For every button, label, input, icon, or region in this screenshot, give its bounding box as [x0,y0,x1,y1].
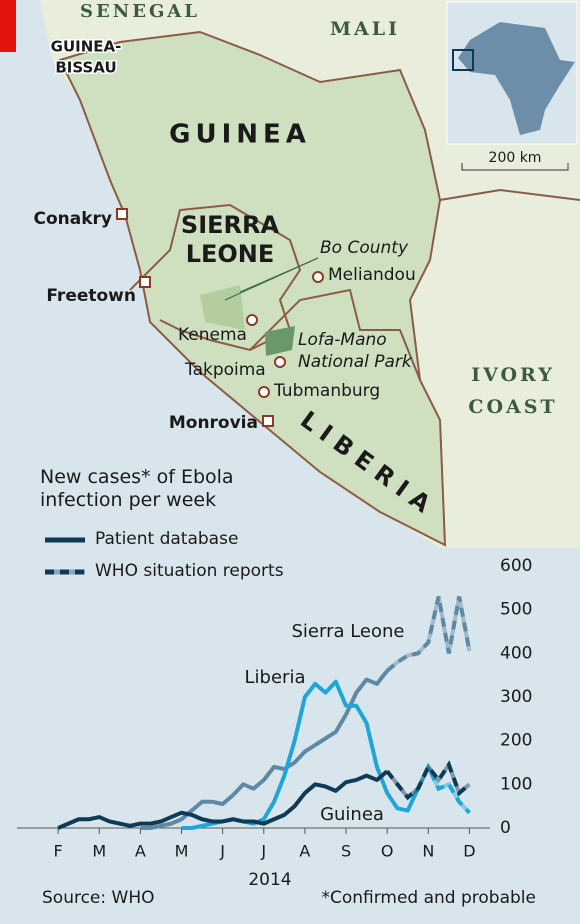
inset-marker [452,49,474,71]
y-tick-label: 600 [500,556,532,576]
africa [458,22,575,135]
x-tick-label: A [135,842,146,861]
legend-label: Patient database [95,529,238,549]
city-label: Tubmanburg [273,381,380,401]
city-label: National Park [298,352,413,372]
town-marker [258,386,270,398]
red-tag [0,0,16,52]
country-label: COAST [468,396,557,418]
x-axis-label: 2014 [248,870,291,890]
x-tick-label: O [381,842,394,861]
x-tick-label: M [175,842,189,861]
y-tick-label: 100 [500,774,532,794]
x-tick-label: D [463,842,475,861]
x-tick-label: N [422,842,434,861]
city-label: Conakry [33,209,112,229]
y-tick-label: 200 [500,731,532,751]
town-marker [274,356,286,368]
series-line [57,769,389,830]
ebola-countries [58,30,447,547]
city-label: Bo County [320,238,409,258]
series-line [140,669,389,830]
x-tick-label: A [299,842,310,861]
series-label: Liberia [245,667,306,688]
country-label: LEONE [186,240,275,268]
series-label: Guinea [320,804,384,825]
y-tick-label: 0 [500,818,511,838]
series-line-who [385,596,472,673]
city-label: Freetown [46,286,136,306]
capital-marker [139,276,151,288]
country-label: GUINEA- [51,38,122,56]
ivory-coast-border [439,188,580,201]
y-tick-label: 500 [500,600,532,620]
scale-label: 200 km [489,150,542,166]
country-label: MALI [330,18,400,40]
x-tick-label: J [219,842,225,861]
country-label: GUINEA [169,120,311,150]
footnote: *Confirmed and probable [321,888,536,908]
country-label: SIERRA [181,211,280,239]
leader-line [239,257,319,293]
lofa-mano-park [265,326,295,356]
series-line-who [385,760,471,801]
city-label: Monrovia [169,413,258,433]
scale-bar [461,163,569,171]
x-tick-label: F [54,842,63,861]
city-label: Takpoima [184,360,266,380]
legend-label: WHO situation reports [95,561,284,581]
x-tick-label: M [92,842,106,861]
x-tick-label: J [260,842,266,861]
source: Source: WHO [42,888,155,908]
series-label: Sierra Leone [291,621,404,642]
y-tick-label: 300 [500,687,532,707]
town-marker [312,271,324,283]
x-tick-label: S [341,842,351,861]
town-marker [246,314,258,326]
liberia-border [249,288,421,381]
chart-title: New cases* of Ebola infection per week [40,466,234,511]
city-label: Meliandou [328,265,416,285]
city-label: Kenema [178,325,247,345]
capital-marker [262,415,274,427]
city-label: Lofa-Mano [298,330,387,350]
capital-marker [116,208,128,220]
y-tick-label: 400 [500,643,532,663]
country-label: IVORY [471,364,555,386]
country-label: SENEGAL [80,1,200,22]
country-label: BISSAU [55,59,116,77]
sierra-leone-border [129,203,302,352]
